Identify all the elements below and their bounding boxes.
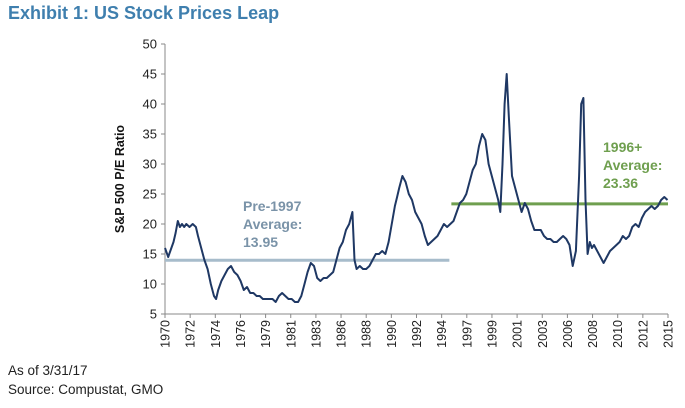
x-tick-label: 2001 <box>511 320 525 348</box>
average-lines <box>165 202 668 262</box>
y-tick-label: 35 <box>143 127 157 142</box>
x-tick-label: 1983 <box>309 320 323 348</box>
x-tick-label: 2008 <box>586 320 600 348</box>
y-tick-label: 20 <box>143 217 157 232</box>
post-1996-average-label-line: 1996+ <box>603 139 642 155</box>
x-tick-label: 1994 <box>435 320 449 348</box>
y-tick-label: 50 <box>143 37 157 52</box>
y-tick-label: 5 <box>150 307 157 322</box>
x-tick-label: 1970 <box>159 320 173 348</box>
x-tick-label: 1992 <box>410 320 424 348</box>
post-1996-average-label-line: Average: <box>603 157 662 173</box>
x-tick-label: 2015 <box>662 320 676 348</box>
y-tick-label: 10 <box>143 277 157 292</box>
y-tick-label: 25 <box>143 187 157 202</box>
chart-axes: 5 10 15 20 25 30 35 40 45 50 1970 1972 1974 1976 1979 1… <box>113 37 676 348</box>
pre-1997-average-label-line: Pre-1997 <box>243 198 302 214</box>
x-tick-label: 1976 <box>234 320 248 348</box>
exhibit-title: Exhibit 1: US Stock Prices Leap <box>8 3 280 23</box>
x-tick-label: 1981 <box>284 320 298 348</box>
x-tick-label: 1972 <box>184 320 198 348</box>
x-tick-label: 1990 <box>385 320 399 348</box>
y-tick-label: 45 <box>143 67 157 82</box>
as-of-note: As of 3/31/17 <box>8 363 88 378</box>
pe-series <box>164 73 669 303</box>
x-tick-label: 1999 <box>485 320 499 348</box>
x-tick-label: 2003 <box>536 320 550 348</box>
y-tick-label: 30 <box>143 157 157 172</box>
x-tick-label: 2010 <box>611 320 625 348</box>
x-tick-label: 1974 <box>209 320 223 348</box>
y-tick-label: 15 <box>143 247 157 262</box>
pe-ratio-line <box>164 73 669 303</box>
pre-1997-average-label-line: 13.95 <box>243 234 278 250</box>
x-tick-label: 2012 <box>636 320 650 348</box>
y-axis-label: S&P 500 P/E Ratio <box>113 125 127 234</box>
x-tick-label: 1986 <box>335 320 349 348</box>
pre-1997-average-label-line: Average: <box>243 216 302 232</box>
post-1996-average-label-line: 23.36 <box>603 175 638 191</box>
source-note: Source: Compustat, GMO <box>8 382 164 397</box>
y-tick-label: 40 <box>143 97 157 112</box>
x-tick-label: 1988 <box>360 320 374 348</box>
x-tick-label: 2006 <box>561 320 575 348</box>
chart-labels: Pre-1997 Average: 13.95 1996+ Average: 23.36 <box>243 139 662 250</box>
x-tick-label: 1997 <box>460 320 474 348</box>
x-tick-label: 1979 <box>259 320 273 348</box>
